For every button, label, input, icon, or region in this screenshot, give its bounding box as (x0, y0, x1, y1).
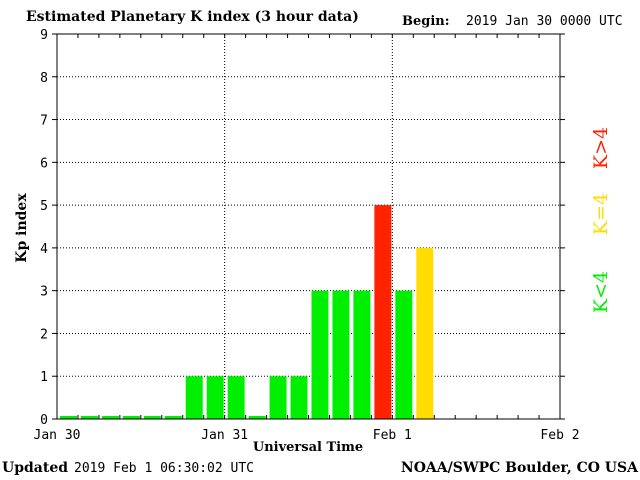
legend-k-greater-4: K>4 (590, 126, 612, 170)
kp-bar (185, 376, 203, 419)
kp-bar (164, 416, 182, 419)
kp-bar (311, 290, 329, 419)
x-tick-label: Feb 1 (373, 428, 412, 443)
legend-k-equal-4: K=4 (590, 192, 612, 236)
y-tick-label: 7 (40, 114, 48, 129)
y-tick-label: 3 (40, 285, 48, 300)
begin-value: 2019 Jan 30 0000 UTC (466, 14, 623, 29)
kp-bar (227, 376, 245, 419)
x-tick-label: Jan 30 (34, 428, 81, 443)
y-tick-label: 1 (40, 370, 48, 385)
y-axis-label: Kp index (14, 193, 30, 263)
y-tick-label: 5 (40, 199, 48, 214)
kp-bar (269, 376, 287, 419)
kp-bar (353, 290, 371, 419)
x-tick-label: Jan 31 (201, 428, 248, 443)
y-tick-label: 4 (40, 242, 48, 257)
grid-lines (57, 33, 560, 419)
updated-label: Updated (2, 460, 69, 476)
kp-bar (290, 376, 308, 419)
kp-bar (332, 290, 350, 419)
x-axis-label: Universal Time (252, 440, 364, 455)
kp-bar (374, 205, 392, 419)
legend-k-less-4: K<4 (590, 270, 612, 314)
kp-bar (80, 416, 98, 419)
kp-bar (248, 416, 266, 419)
y-tick-label: 9 (40, 28, 48, 43)
kp-bar (416, 247, 434, 419)
y-tick-label: 8 (40, 71, 48, 86)
kp-bar (395, 290, 413, 419)
bars (60, 205, 434, 419)
y-tick-label: 0 (40, 413, 48, 428)
y-tick-label: 2 (40, 327, 48, 342)
kp-bar (206, 376, 224, 419)
kp-bar (60, 416, 77, 419)
plot-frame (56, 33, 561, 420)
begin-label: Begin: (402, 14, 450, 29)
updated-timestamp: 2019 Feb 1 06:30:02 UTC (74, 461, 255, 476)
x-tick-label: Feb 2 (540, 428, 579, 443)
y-tick-label: 6 (40, 156, 48, 171)
kp-bar (143, 416, 161, 419)
source-credit: NOAA/SWPC Boulder, CO USA (400, 460, 638, 476)
chart-title: Estimated Planetary K index (3 hour data… (26, 9, 359, 25)
axis-ticks: 0 1 2 3 4 5 6 7 8 9 Jan 30 Jan 31 Feb 1 Feb 2 (34, 28, 580, 443)
kp-bar (101, 416, 119, 419)
kp-bar (122, 416, 140, 419)
